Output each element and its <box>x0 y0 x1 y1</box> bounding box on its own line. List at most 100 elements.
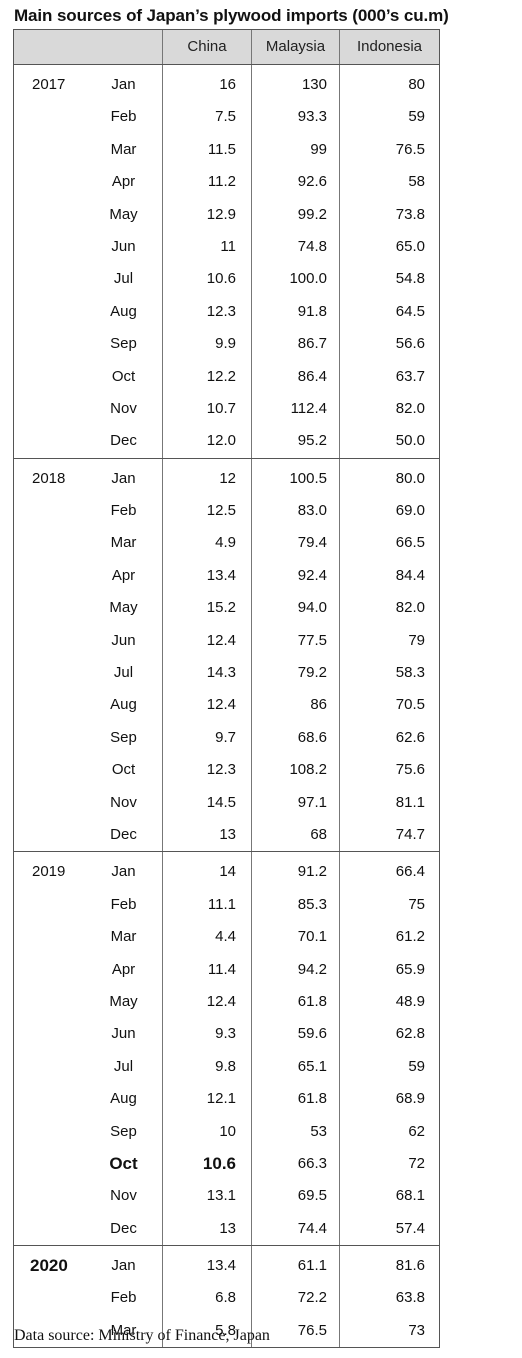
indonesia-value: 76.5 <box>395 140 425 158</box>
table-row: Sep 9.9 86.7 56.6 <box>14 328 439 360</box>
china-value: 11.2 <box>207 173 236 191</box>
table-row: Oct 10.6 66.3 72 <box>14 1148 439 1180</box>
malaysia-value: 69.5 <box>297 1187 327 1205</box>
month-cell: Apr <box>111 173 136 191</box>
month-cell: Jun <box>111 237 136 255</box>
malaysia-value: 99 <box>310 140 327 158</box>
column-divider <box>251 1246 252 1348</box>
month-cell: Mar <box>110 1321 137 1339</box>
malaysia-value: 53 <box>310 1122 327 1140</box>
indonesia-value: 62.8 <box>395 1025 425 1043</box>
china-value: 13 <box>219 1219 236 1237</box>
indonesia-value: 79 <box>408 631 425 649</box>
indonesia-value: 82.0 <box>395 599 425 617</box>
indonesia-value: 58.3 <box>395 664 425 682</box>
table-row: Sep 9.7 68.6 62.6 <box>14 722 439 754</box>
table-row: Apr 11.4 94.2 65.9 <box>14 954 439 986</box>
table-header: China Malaysia Indonesia <box>14 30 439 65</box>
china-value: 12.3 <box>206 302 236 320</box>
indonesia-value: 81.1 <box>395 793 425 811</box>
indonesia-value: 57.4 <box>395 1219 425 1237</box>
china-value: 12 <box>219 469 236 487</box>
month-cell: Sep <box>110 335 137 353</box>
column-divider <box>162 65 163 458</box>
month-cell: Jul <box>113 270 134 288</box>
column-divider <box>339 30 340 64</box>
month-cell: Feb <box>110 1289 137 1307</box>
indonesia-value: 59 <box>408 108 425 126</box>
china-value: 9.3 <box>215 1025 236 1043</box>
china-value: 12.4 <box>206 696 236 714</box>
china-value: 12.0 <box>206 432 236 450</box>
china-value: 4.4 <box>215 928 236 946</box>
china-value: 11 <box>220 237 236 255</box>
table-row: Mar 5.8 76.5 73 <box>14 1315 439 1347</box>
indonesia-value: 82.0 <box>395 399 425 417</box>
china-value: 9.9 <box>215 335 236 353</box>
year-block-2019: 2019 Jan 14 91.2 66.4 Feb 11.1 85.3 75 Mar 4.4 70.1… <box>14 852 439 1247</box>
column-divider <box>251 458 252 852</box>
malaysia-value: 130 <box>301 76 327 93</box>
indonesia-value: 64.5 <box>395 302 425 320</box>
indonesia-value: 66.5 <box>395 534 425 552</box>
china-value: 15.2 <box>206 599 236 617</box>
china-value: 12.4 <box>206 631 236 649</box>
china-value: 14.5 <box>206 793 236 811</box>
table-row: Mar 11.5 99 76.5 <box>14 134 439 166</box>
table-row: Feb 12.5 83.0 69.0 <box>14 495 439 527</box>
month-cell: Mar <box>110 140 137 158</box>
malaysia-value: 72.2 <box>297 1289 327 1307</box>
china-value: 16 <box>219 76 236 93</box>
china-value: 9.8 <box>215 1057 236 1075</box>
table-row: Jun 11 74.8 65.0 <box>14 231 439 263</box>
table-row: Dec 13 68 74.7 <box>14 819 439 851</box>
month-cell: May <box>109 599 138 617</box>
indonesia-value: 73 <box>408 1321 425 1339</box>
indonesia-value: 62 <box>408 1122 425 1140</box>
table-row: Jun 12.4 77.5 79 <box>14 625 439 657</box>
china-value: 12.9 <box>206 205 236 223</box>
table-row: 2017 Jan 16 130 80 <box>14 69 439 101</box>
table-row: 2020 Jan 13.4 61.1 81.6 <box>14 1250 439 1282</box>
malaysia-value: 76.5 <box>297 1321 327 1339</box>
table-row: 2019 Jan 14 91.2 66.4 <box>14 856 439 888</box>
table-row: Dec 12.0 95.2 50.0 <box>14 425 439 457</box>
month-cell: Mar <box>110 534 137 552</box>
table-body: 2017 Jan 16 130 80 Feb 7.5 93.3 59 Mar 11.5 99 76.5 A… <box>14 65 439 1349</box>
table-row: Oct 12.3 108.2 75.6 <box>14 754 439 786</box>
year-block-2020: 2020 Jan 13.4 61.1 81.6 Feb 6.8 72.2 63.8 Mar 5.8 7… <box>14 1246 439 1349</box>
month-cell: Nov <box>110 399 137 417</box>
table-row: Oct 12.2 86.4 63.7 <box>14 361 439 393</box>
china-value: 11.4 <box>207 960 236 978</box>
china-value: 13.4 <box>206 1257 236 1275</box>
malaysia-value: 66.3 <box>297 1154 327 1172</box>
indonesia-value: 75.6 <box>395 761 425 779</box>
malaysia-value: 61.8 <box>297 1090 327 1108</box>
table-row: Nov 14.5 97.1 81.1 <box>14 787 439 819</box>
month-cell: Mar <box>110 928 137 946</box>
month-cell: Oct <box>111 367 136 385</box>
malaysia-value: 79.2 <box>297 664 327 682</box>
malaysia-value: 83.0 <box>297 502 327 520</box>
malaysia-value: 79.4 <box>297 534 327 552</box>
indonesia-value: 56.6 <box>395 335 425 353</box>
month-cell: Jun <box>111 1025 136 1043</box>
column-divider <box>251 30 252 64</box>
month-cell: Apr <box>111 960 136 978</box>
month-cell: Sep <box>110 728 137 746</box>
indonesia-value: 81.6 <box>395 1257 425 1275</box>
table-row: Jul 10.6 100.0 54.8 <box>14 263 439 295</box>
malaysia-value: 112.4 <box>290 399 327 417</box>
year-label: 2018 <box>32 469 66 487</box>
china-value: 14.3 <box>206 664 236 682</box>
indonesia-value: 66.4 <box>395 863 425 881</box>
indonesia-value: 65.0 <box>395 237 425 255</box>
month-cell: Jun <box>111 631 136 649</box>
china-value: 4.9 <box>215 534 236 552</box>
indonesia-value: 58 <box>408 173 425 191</box>
month-cell: Dec <box>110 825 137 843</box>
table-row: Jun 9.3 59.6 62.8 <box>14 1018 439 1050</box>
header-china: China <box>187 38 227 55</box>
malaysia-value: 68.6 <box>297 728 327 746</box>
indonesia-value: 74.7 <box>395 825 425 843</box>
